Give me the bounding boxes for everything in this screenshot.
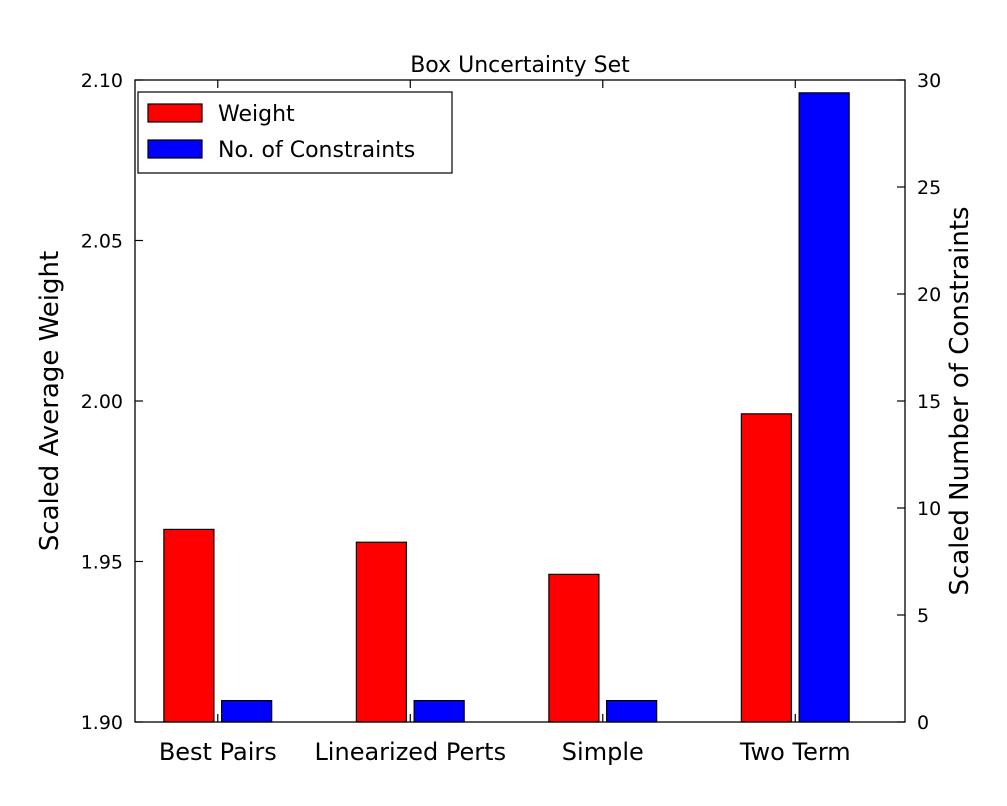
bar-no-of-constraints-3: [798, 92, 850, 723]
y-left-tick-label: 2.00: [81, 391, 123, 413]
x-tick-label: Best Pairs: [159, 738, 277, 766]
y-right-tick-label: 10: [917, 498, 941, 520]
bar-weight-2: [548, 573, 600, 723]
bar-weight-1: [355, 541, 408, 723]
y-axis-left-title: Scaled Average Weight: [35, 251, 65, 551]
bar-no-of-constraints-2: [606, 699, 658, 723]
y-left-tick-label: 1.95: [81, 552, 123, 574]
x-tick-label: Two Term: [739, 738, 851, 766]
x-tick-label: Simple: [562, 738, 644, 766]
y-right-tick-label: 5: [917, 605, 929, 627]
y-right-tick-label: 0: [917, 712, 929, 734]
y-right-tick-label: 30: [917, 70, 941, 92]
plot-area: Best Pairs Linearized Perts Simple Two Term…: [81, 70, 942, 766]
bar-weight-0: [163, 528, 215, 723]
bar-no-of-constraints-0: [221, 699, 273, 723]
legend-swatch: [147, 139, 203, 159]
y-left-tick-label: 1.90: [81, 712, 123, 734]
legend-label: Weight: [218, 102, 295, 127]
y-right-tick-label: 15: [917, 391, 941, 413]
bar-no-of-constraints-1: [413, 699, 465, 723]
y-right-tick-label: 20: [917, 284, 941, 306]
y-left-tick-label: 2.05: [81, 231, 123, 253]
y-left-tick-label: 2.10: [81, 70, 123, 92]
y-right-tick-label: 25: [917, 177, 941, 199]
legend-swatch: [147, 103, 203, 123]
legend-label: No. of Constraints: [218, 138, 415, 163]
chart-title: Box Uncertainty Set: [410, 53, 630, 78]
legend: Weight No. of Constraints: [137, 91, 453, 174]
bar-weight-3: [740, 413, 793, 723]
x-tick-label: Linearized Perts: [314, 738, 506, 766]
y-axis-right-title: Scaled Number of Constraints: [945, 206, 975, 595]
